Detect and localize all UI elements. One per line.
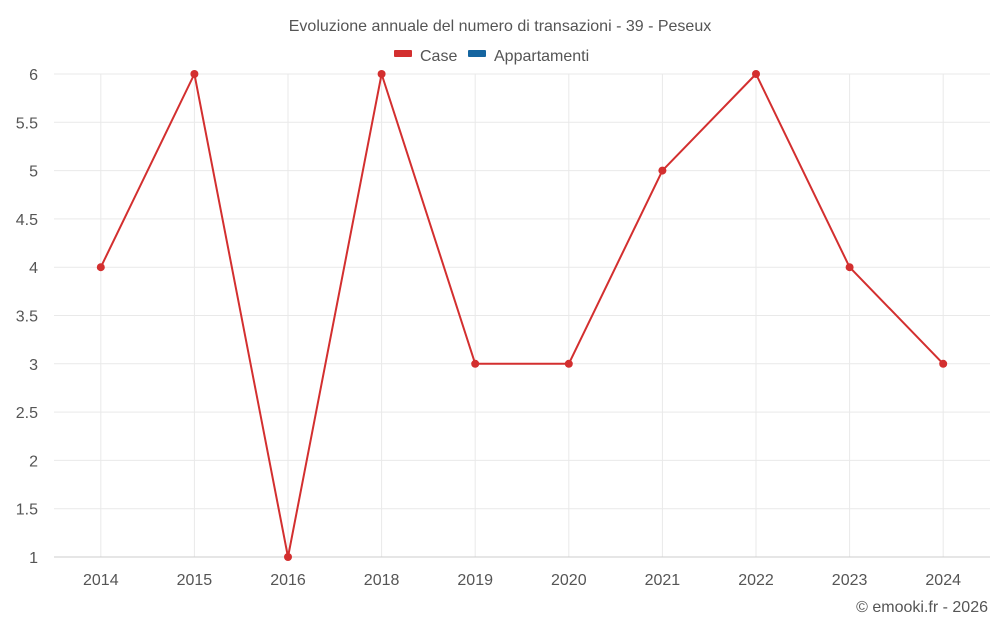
x-tick-label: 2023 bbox=[832, 572, 868, 589]
credit-text: © emooki.fr - 2026 bbox=[856, 599, 988, 616]
series-line-case bbox=[99, 73, 944, 558]
data-point-case[interactable] bbox=[752, 70, 760, 78]
data-point-case[interactable] bbox=[284, 553, 292, 561]
x-tick-label: 2020 bbox=[551, 572, 587, 589]
data-point-case[interactable] bbox=[471, 359, 480, 368]
legend-item-appartamenti[interactable]: Appartamenti bbox=[468, 48, 589, 65]
chart-title: Evoluzione annuale del numero di transaz… bbox=[289, 18, 711, 35]
data-point-case[interactable] bbox=[190, 70, 199, 78]
x-tick-label: 2022 bbox=[738, 572, 774, 589]
x-tick-label: 2021 bbox=[645, 572, 681, 589]
y-tick-label: 3 bbox=[29, 357, 38, 374]
y-tick-label: 1.5 bbox=[16, 502, 38, 519]
data-point-case[interactable] bbox=[845, 263, 854, 272]
x-tick-label: 2014 bbox=[83, 572, 119, 589]
y-tick-label: 5 bbox=[29, 164, 38, 181]
x-tick-label: 2024 bbox=[925, 572, 961, 589]
data-point-case[interactable] bbox=[96, 263, 105, 272]
data-point-case[interactable] bbox=[377, 70, 386, 78]
x-tick-label: 2015 bbox=[177, 572, 213, 589]
legend-label-case: Case bbox=[420, 48, 457, 65]
x-axis-ticks: 2014 2015 2016 2018 2019 2020 2021 2022 2023 2024 bbox=[83, 572, 961, 589]
y-tick-label: 5.5 bbox=[16, 115, 38, 132]
y-tick-label: 2.5 bbox=[16, 405, 38, 422]
y-tick-label: 3.5 bbox=[16, 309, 38, 326]
grid bbox=[54, 73, 990, 558]
y-tick-label: 4.5 bbox=[16, 212, 38, 229]
data-point-case[interactable] bbox=[564, 359, 573, 368]
legend-label-appartamenti: Appartamenti bbox=[494, 48, 589, 65]
y-tick-label: 6 bbox=[29, 67, 38, 84]
x-tick-label: 2016 bbox=[270, 572, 306, 589]
y-tick-label: 2 bbox=[29, 453, 38, 470]
y-tick-label: 4 bbox=[29, 260, 38, 277]
legend-item-case[interactable]: Case bbox=[394, 48, 457, 65]
y-axis-ticks: 1 1.5 2 2.5 3 3.5 4 4.5 5 5.5 6 bbox=[16, 67, 38, 567]
x-tick-label: 2018 bbox=[364, 572, 400, 589]
data-point-case[interactable] bbox=[658, 166, 667, 175]
x-tick-label: 2019 bbox=[457, 572, 493, 589]
legend-swatch-case bbox=[394, 50, 412, 57]
series-case bbox=[96, 70, 948, 561]
data-point-case[interactable] bbox=[939, 359, 948, 368]
legend: Case Appartamenti bbox=[394, 48, 589, 65]
y-tick-label: 1 bbox=[29, 550, 38, 567]
legend-swatch-appartamenti bbox=[468, 50, 486, 57]
